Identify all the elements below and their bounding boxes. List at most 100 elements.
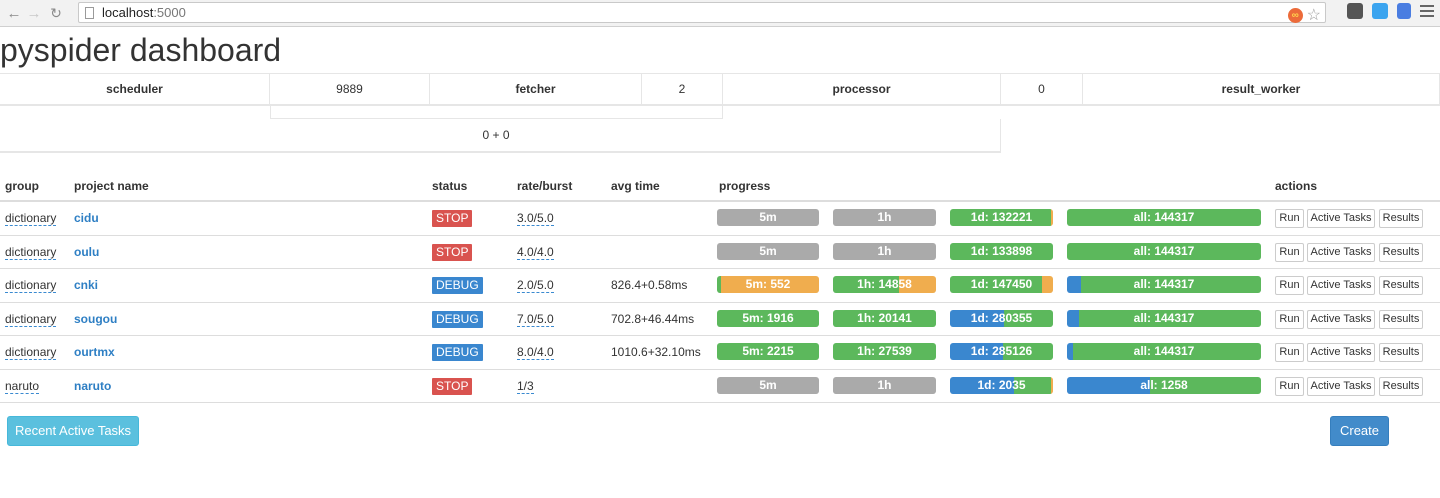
extension-infinity-icon[interactable]: ∞ (1287, 7, 1303, 23)
progress-segment (1150, 376, 1261, 394)
group-editable[interactable]: dictionary (5, 311, 57, 327)
active-tasks-button[interactable]: Active Tasks (1307, 276, 1375, 295)
rate-burst-editable[interactable]: 1/3 (517, 378, 534, 394)
project-name-link[interactable]: cidu (74, 211, 99, 225)
bookmark-star-icon[interactable]: ☆ (1306, 7, 1321, 24)
progress-segment (1078, 309, 1261, 327)
progress-all-label: all: 144317 (1133, 344, 1195, 358)
forward-icon[interactable]: → (26, 4, 42, 22)
header-status: status (432, 179, 468, 193)
progress-5m-bar: 5m (717, 209, 819, 226)
progress-segment (717, 276, 722, 293)
header-group: group (5, 179, 39, 193)
progress-segment (898, 276, 936, 293)
progress-segment (1003, 309, 1053, 327)
rate-burst-editable[interactable]: 8.0/4.0 (517, 345, 554, 360)
results-button[interactable]: Results (1379, 376, 1423, 396)
progress-1h-label: 1h (877, 210, 892, 224)
project-name-link[interactable]: cnki (74, 278, 99, 292)
group-editable[interactable]: dictionary (5, 345, 57, 360)
status-badge[interactable]: STOP (432, 243, 473, 261)
active-tasks-button[interactable]: Active Tasks (1307, 343, 1375, 362)
progress-1h-bar: 1h (833, 376, 936, 394)
progress-1d-label: 1d: 280355 (970, 310, 1033, 325)
progress-1d-bar: 1d: 147450 (950, 276, 1053, 293)
reload-icon[interactable]: ↻ (50, 4, 62, 21)
status-badge[interactable]: DEBUG (432, 277, 483, 294)
progress-1d-label: 1d: 147450 (970, 277, 1033, 291)
url-port: :5000 (153, 5, 186, 20)
table-row: dictionary sougou DEBUG 7.0/5.0 702.8+46.44m… (0, 303, 1440, 336)
rate-burst-editable[interactable]: 7.0/5.0 (517, 311, 554, 327)
active-tasks-button[interactable]: Active Tasks (1307, 376, 1375, 396)
project-name-link[interactable]: oulu (74, 244, 100, 259)
menu-icon[interactable] (1420, 5, 1434, 17)
run-button[interactable]: Run (1275, 309, 1304, 329)
queue-count: 0 (1001, 74, 1083, 104)
active-tasks-button[interactable]: Active Tasks (1307, 242, 1375, 262)
active-tasks-button[interactable]: Active Tasks (1307, 309, 1375, 329)
group-editable[interactable]: dictionary (5, 211, 57, 226)
progress-5m-label: 5m (759, 377, 777, 392)
project-name-link[interactable]: naruto (74, 378, 112, 393)
progress-1h-bar: 1h: 14858 (833, 276, 936, 293)
browser-toolbar: ← → ↻ localhost:5000 ∞ ☆ (0, 0, 1440, 27)
rate-burst-editable[interactable]: 2.0/5.0 (517, 278, 554, 293)
progress-all-bar: all: 144317 (1067, 209, 1261, 226)
status-badge[interactable]: STOP (432, 210, 473, 227)
progress-segment (1067, 376, 1151, 394)
results-button[interactable]: Results (1379, 343, 1423, 362)
progress-1d-label: 1d: 132221 (970, 210, 1033, 224)
back-icon[interactable]: ← (6, 4, 22, 22)
rate-burst-editable[interactable]: 4.0/4.0 (517, 244, 554, 260)
run-button[interactable]: Run (1275, 209, 1304, 228)
queue-name: fetcher (430, 74, 642, 104)
run-button[interactable]: Run (1275, 276, 1304, 295)
queue-name: processor (723, 74, 1001, 104)
group-editable[interactable]: naruto (5, 378, 40, 394)
recent-active-tasks-button[interactable]: Recent Active Tasks (7, 416, 139, 446)
progress-5m-label: 5m (759, 210, 777, 224)
page-title: pyspider dashboard (0, 32, 282, 68)
progress-5m-bar: 5m (717, 242, 819, 260)
progress-segment (1072, 343, 1261, 360)
create-project-button[interactable]: Create (1330, 416, 1389, 446)
progress-1h-label: 1h (877, 377, 892, 392)
table-row: dictionary oulu STOP 4.0/4.0 5m 1h 1d: 133898 a… (0, 236, 1440, 269)
project-name-link[interactable]: sougou (74, 311, 118, 326)
rate-burst-editable[interactable]: 3.0/5.0 (517, 211, 554, 226)
queue-count: 9889 (270, 74, 430, 104)
results-button[interactable]: Results (1379, 309, 1423, 329)
progress-all-label: all: 144317 (1133, 210, 1195, 224)
pen-extension-icon[interactable] (1372, 3, 1388, 19)
progress-segment (717, 343, 819, 360)
results-button[interactable]: Results (1379, 242, 1423, 262)
group-editable[interactable]: dictionary (5, 278, 57, 293)
project-name-link[interactable]: ourtmx (74, 345, 115, 359)
progress-segment (950, 309, 1004, 327)
status-badge[interactable]: DEBUG (432, 344, 483, 361)
address-bar[interactable]: localhost:5000 ∞ ☆ (78, 2, 1326, 24)
status-badge[interactable]: STOP (432, 377, 473, 395)
translate-icon[interactable] (1397, 3, 1411, 19)
active-tasks-button[interactable]: Active Tasks (1307, 209, 1375, 228)
progress-segment (950, 242, 1053, 260)
group-editable[interactable]: dictionary (5, 244, 57, 260)
progress-all-bar: all: 144317 (1067, 309, 1261, 327)
run-button[interactable]: Run (1275, 242, 1304, 262)
results-button[interactable]: Results (1379, 209, 1423, 228)
projects-table: group project name status rate/burst avg… (0, 170, 1440, 403)
queue-sub-value-row: 0 + 0 (0, 119, 1001, 153)
progress-1h-bar: 1h: 20141 (833, 309, 936, 327)
pocket-icon[interactable] (1347, 3, 1363, 19)
run-button[interactable]: Run (1275, 376, 1304, 396)
progress-segment (833, 276, 899, 293)
results-button[interactable]: Results (1379, 276, 1423, 295)
progress-segment (833, 376, 936, 394)
progress-1d-label: 1d: 285126 (970, 344, 1033, 358)
run-button[interactable]: Run (1275, 343, 1304, 362)
progress-all-label: all: 1258 (1140, 377, 1188, 392)
status-badge[interactable]: DEBUG (432, 310, 483, 328)
progress-segment (950, 343, 1003, 360)
progress-5m-label: 5m: 2215 (742, 344, 794, 358)
